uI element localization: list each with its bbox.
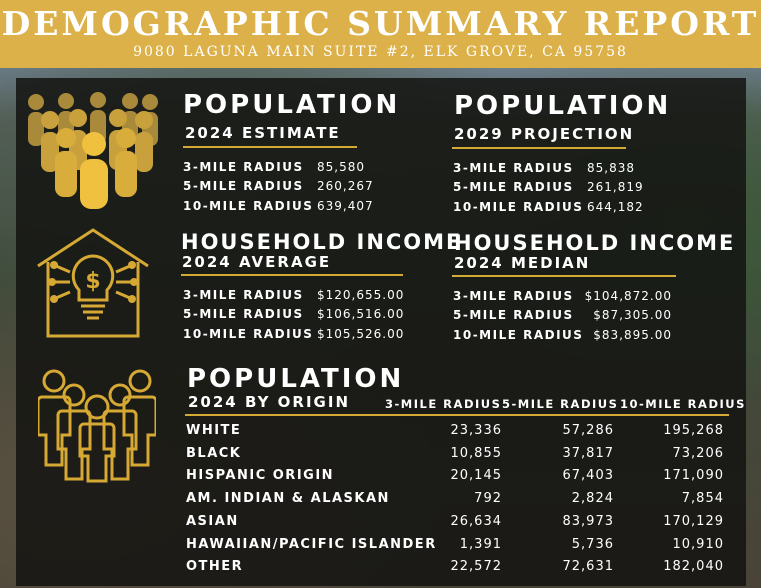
crowd-icon <box>28 92 158 209</box>
pop2029-row-value: 261,819 <box>587 180 644 194</box>
report-title: DEMOGRAPHIC SUMMARY REPORT <box>1 4 760 43</box>
pop2029-row-label: 10-MILE RADIUS <box>453 200 584 214</box>
group-people-icon <box>38 369 156 483</box>
house-lightbulb-icon: $ <box>37 228 149 338</box>
income-median-row-value: $87,305.00 <box>593 308 672 322</box>
origin-row-label: BLACK <box>186 446 242 461</box>
income-average-row-label: 5-MILE RADIUS <box>183 307 304 321</box>
pop2029-title: POPULATION <box>454 91 672 121</box>
origin-row-label: HISPANIC ORIGIN <box>186 468 335 483</box>
income-average-row-label: 10-MILE RADIUS <box>183 327 314 341</box>
income-median-row-value: $104,872.00 <box>584 289 672 303</box>
origin-row-label: ASIAN <box>186 514 239 529</box>
income-median-subtitle: 2024 MEDIAN <box>454 254 591 272</box>
report-header: DEMOGRAPHIC SUMMARY REPORT 9080 LAGUNA M… <box>0 0 761 68</box>
origin-row-5mile-value: 67,403 <box>562 468 614 483</box>
origin-row-10mile-value: 7,854 <box>681 491 724 506</box>
origin-row-10mile-value: 182,040 <box>663 559 724 574</box>
origin-row-5mile-value: 57,286 <box>562 423 614 438</box>
origin-row-10mile-value: 170,129 <box>663 514 724 529</box>
pop2029-rule <box>452 147 626 149</box>
pop2029-row-label: 5-MILE RADIUS <box>453 180 574 194</box>
origin-row-label: HAWAIIAN/PACIFIC ISLANDER <box>186 537 437 552</box>
pop2029-row-label: 3-MILE RADIUS <box>453 161 574 175</box>
pop2024-title: POPULATION <box>183 90 401 120</box>
origin-row-3mile-value: 23,336 <box>450 423 502 438</box>
income-median-row-label: 5-MILE RADIUS <box>453 308 574 322</box>
origin-column-header: 10-MILE RADIUS <box>620 397 746 411</box>
origin-row-3mile-value: 26,634 <box>450 514 502 529</box>
origin-row-5mile-value: 83,973 <box>562 514 614 529</box>
origin-row-3mile-value: 22,572 <box>450 559 502 574</box>
origin-row-5mile-value: 5,736 <box>571 537 614 552</box>
origin-row-label: OTHER <box>186 559 244 574</box>
income-average-row-label: 3-MILE RADIUS <box>183 288 304 302</box>
origin-row-label: WHITE <box>186 423 242 438</box>
income-average-row-value: $105,526.00 <box>317 327 405 341</box>
pop2024-row-value: 639,407 <box>317 199 374 213</box>
origin-row-10mile-value: 10,910 <box>672 537 724 552</box>
origin-column-header: 5-MILE RADIUS <box>502 397 619 411</box>
origin-rule <box>185 414 729 416</box>
origin-row-5mile-value: 37,817 <box>562 446 614 461</box>
svg-text:$: $ <box>85 269 100 294</box>
income-average-subtitle: 2024 AVERAGE <box>182 253 332 271</box>
report-address: 9080 LAGUNA MAIN SUITE #2, ELK GROVE, CA… <box>133 44 628 60</box>
income-average-row-value: $106,516.00 <box>317 307 405 321</box>
origin-row-3mile-value: 1,391 <box>459 537 502 552</box>
origin-row-5mile-value: 2,824 <box>571 491 614 506</box>
origin-column-header: 3-MILE RADIUS <box>385 397 502 411</box>
pop2024-row-label: 5-MILE RADIUS <box>183 179 304 193</box>
origin-row-3mile-value: 792 <box>474 491 502 506</box>
pop2029-row-value: 85,838 <box>587 161 635 175</box>
pop2024-row-value: 260,267 <box>317 179 374 193</box>
origin-row-10mile-value: 195,268 <box>663 423 724 438</box>
pop2029-row-value: 644,182 <box>587 200 644 214</box>
income-average-rule <box>181 274 403 276</box>
income-average-title: HOUSEHOLD INCOME <box>181 230 463 254</box>
origin-subtitle: 2024 BY ORIGIN <box>188 393 350 411</box>
origin-row-3mile-value: 20,145 <box>450 468 502 483</box>
income-average-row-value: $120,655.00 <box>317 288 405 302</box>
income-median-title: HOUSEHOLD INCOME <box>454 231 736 255</box>
origin-title: POPULATION <box>187 364 405 394</box>
pop2024-subtitle: 2024 ESTIMATE <box>185 124 341 142</box>
origin-row-10mile-value: 73,206 <box>672 446 724 461</box>
origin-row-3mile-value: 10,855 <box>450 446 502 461</box>
pop2024-rule <box>183 146 357 148</box>
pop2024-row-label: 3-MILE RADIUS <box>183 160 304 174</box>
pop2029-subtitle: 2029 PROJECTION <box>454 125 635 143</box>
origin-row-5mile-value: 72,631 <box>562 559 614 574</box>
origin-row-label: AM. INDIAN & ALASKAN <box>186 491 390 506</box>
income-median-row-label: 10-MILE RADIUS <box>453 328 584 342</box>
origin-row-10mile-value: 171,090 <box>663 468 724 483</box>
income-median-rule <box>452 275 676 277</box>
pop2024-row-value: 85,580 <box>317 160 365 174</box>
pop2024-row-label: 10-MILE RADIUS <box>183 199 314 213</box>
income-median-row-label: 3-MILE RADIUS <box>453 289 574 303</box>
income-median-row-value: $83,895.00 <box>593 328 672 342</box>
